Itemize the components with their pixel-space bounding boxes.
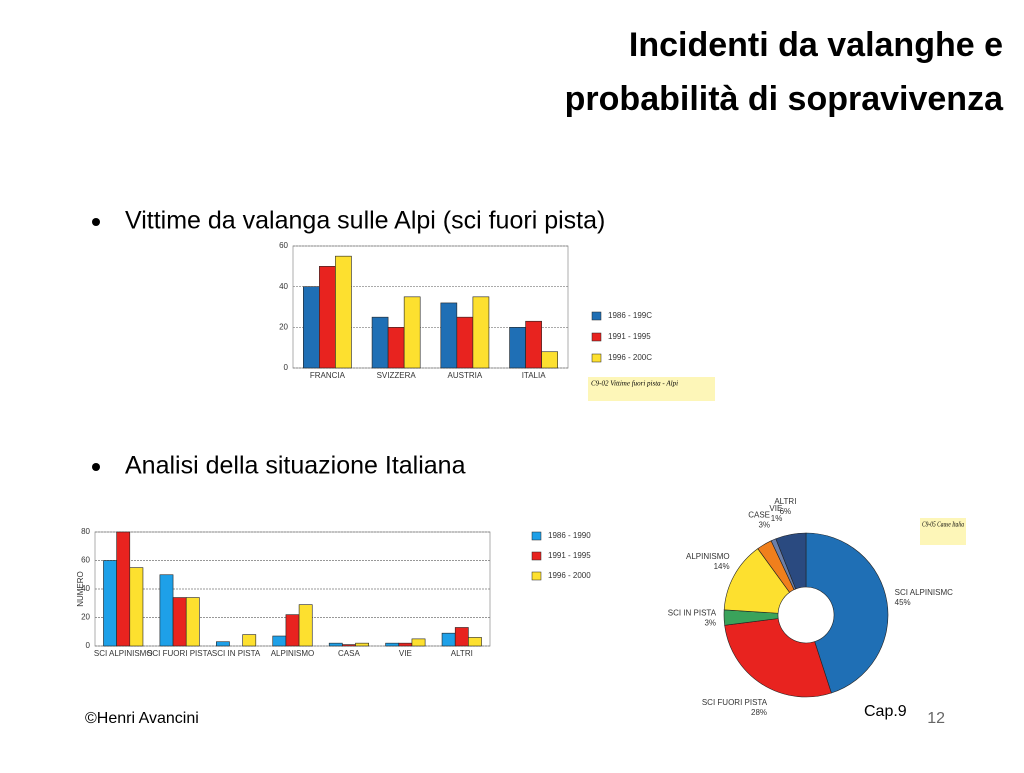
legend-label: 1996 - 200C (608, 353, 652, 362)
caption-box (920, 518, 966, 545)
legend-label: 1986 - 1990 (548, 531, 591, 540)
caption: C9-02 Vittime fuori pista - Alpi (591, 380, 678, 388)
pie-label: VIE (769, 504, 782, 513)
bar (541, 351, 558, 369)
bar (328, 642, 343, 647)
x-tick-label: AUSTRIA (448, 371, 483, 380)
y-tick-label: 80 (81, 527, 90, 536)
pie-value-label: 3% (704, 619, 716, 628)
legend-label: 1986 - 199C (608, 311, 652, 320)
pie-slice (724, 618, 832, 698)
plot-area (292, 245, 569, 369)
legend-swatch (531, 551, 542, 561)
y-tick-label: 40 (279, 282, 288, 291)
x-tick-label: ALPINISMO (271, 649, 315, 658)
bar (454, 627, 469, 647)
caption: C9-05 Cause Italia (922, 521, 964, 529)
bar (398, 642, 413, 647)
chapter-bg (860, 700, 918, 722)
bar (468, 637, 482, 647)
bar (216, 641, 230, 647)
legend-label: 1991 - 1995 (608, 332, 651, 341)
pie-value-label: 3% (758, 520, 770, 529)
pie-value-label: 6% (780, 507, 792, 516)
legend-swatch (531, 571, 542, 581)
bar (411, 638, 426, 647)
bar (335, 255, 352, 369)
pie-label: ALPINISMO (686, 552, 730, 561)
bar (172, 597, 187, 647)
legend-swatch (591, 353, 602, 363)
bar (116, 531, 131, 647)
y-tick-label: 40 (81, 584, 90, 593)
legend-label: 1996 - 2000 (548, 571, 591, 580)
bar (472, 296, 490, 369)
bar (403, 296, 421, 369)
pie-label: CASE (748, 510, 770, 519)
legend-label: 1991 - 1995 (548, 551, 591, 560)
bar (509, 327, 526, 369)
bar (355, 642, 369, 647)
legend-swatch (591, 332, 602, 342)
pie-slice (775, 532, 807, 590)
pie-label: ALTRI (774, 497, 796, 506)
bar (103, 560, 117, 647)
y-tick-label: 60 (81, 556, 90, 565)
x-tick-label: CASA (338, 649, 360, 658)
bar (272, 635, 287, 647)
x-tick-label: ALTRI (451, 649, 473, 658)
bullet-dot (92, 218, 100, 226)
caption-box (588, 377, 715, 401)
x-tick-label: FRANCIA (310, 371, 346, 380)
title-line: Incidenti da valanghe e (629, 26, 1003, 64)
pie-value-label: 14% (714, 562, 730, 571)
x-tick-label: SCI ALPINISMO (94, 649, 153, 658)
bullet: Analisi della situazione Italiana (125, 452, 466, 480)
x-tick-label: SVIZZERA (377, 371, 417, 380)
bar (319, 266, 336, 369)
pie-label: SCI FUORI PISTA (702, 698, 768, 707)
y-axis-label: NUMERO (76, 571, 85, 607)
pie-value-label: 28% (751, 708, 767, 717)
bar (159, 574, 174, 647)
legend-swatch (531, 531, 542, 541)
page-number: 12 (927, 710, 945, 727)
bar (440, 302, 458, 369)
legend-swatch (591, 311, 602, 321)
bar (129, 567, 144, 647)
y-tick-label: 0 (86, 641, 91, 650)
bar (185, 597, 200, 647)
pie-slice (805, 532, 889, 694)
x-tick-label: SCI IN PISTA (212, 649, 261, 658)
bar (242, 634, 257, 647)
bar (371, 316, 389, 369)
y-tick-label: 0 (284, 363, 289, 372)
bar (525, 320, 542, 369)
bar (385, 642, 400, 647)
footer-chapter: Cap.9 (864, 703, 907, 720)
bar (298, 604, 313, 647)
y-tick-label: 20 (279, 322, 288, 331)
bar (342, 644, 356, 647)
bar (441, 632, 456, 647)
bar (456, 316, 474, 369)
bullet: Vittime da valanga sulle Alpi (sci fuori… (125, 207, 605, 235)
pie-label: SCI IN PISTA (668, 609, 717, 618)
title-line: probabilità di sopravivenza (565, 80, 1004, 118)
bar (303, 286, 320, 369)
pie-label: SCI ALPINISMC (895, 588, 953, 597)
y-tick-label: 20 (81, 613, 90, 622)
x-tick-label: SCI FUORI PISTA (147, 649, 213, 658)
pie-value-label: 45% (895, 598, 911, 607)
footer-author: ©Henri Avancini (85, 710, 199, 727)
bullet-dot (92, 463, 100, 471)
x-tick-label: VIE (399, 649, 412, 658)
bar (387, 327, 405, 369)
y-tick-label: 60 (279, 241, 288, 250)
pie-value-label: 1% (771, 514, 783, 523)
x-tick-label: ITALIA (522, 371, 547, 380)
bar (285, 614, 300, 647)
